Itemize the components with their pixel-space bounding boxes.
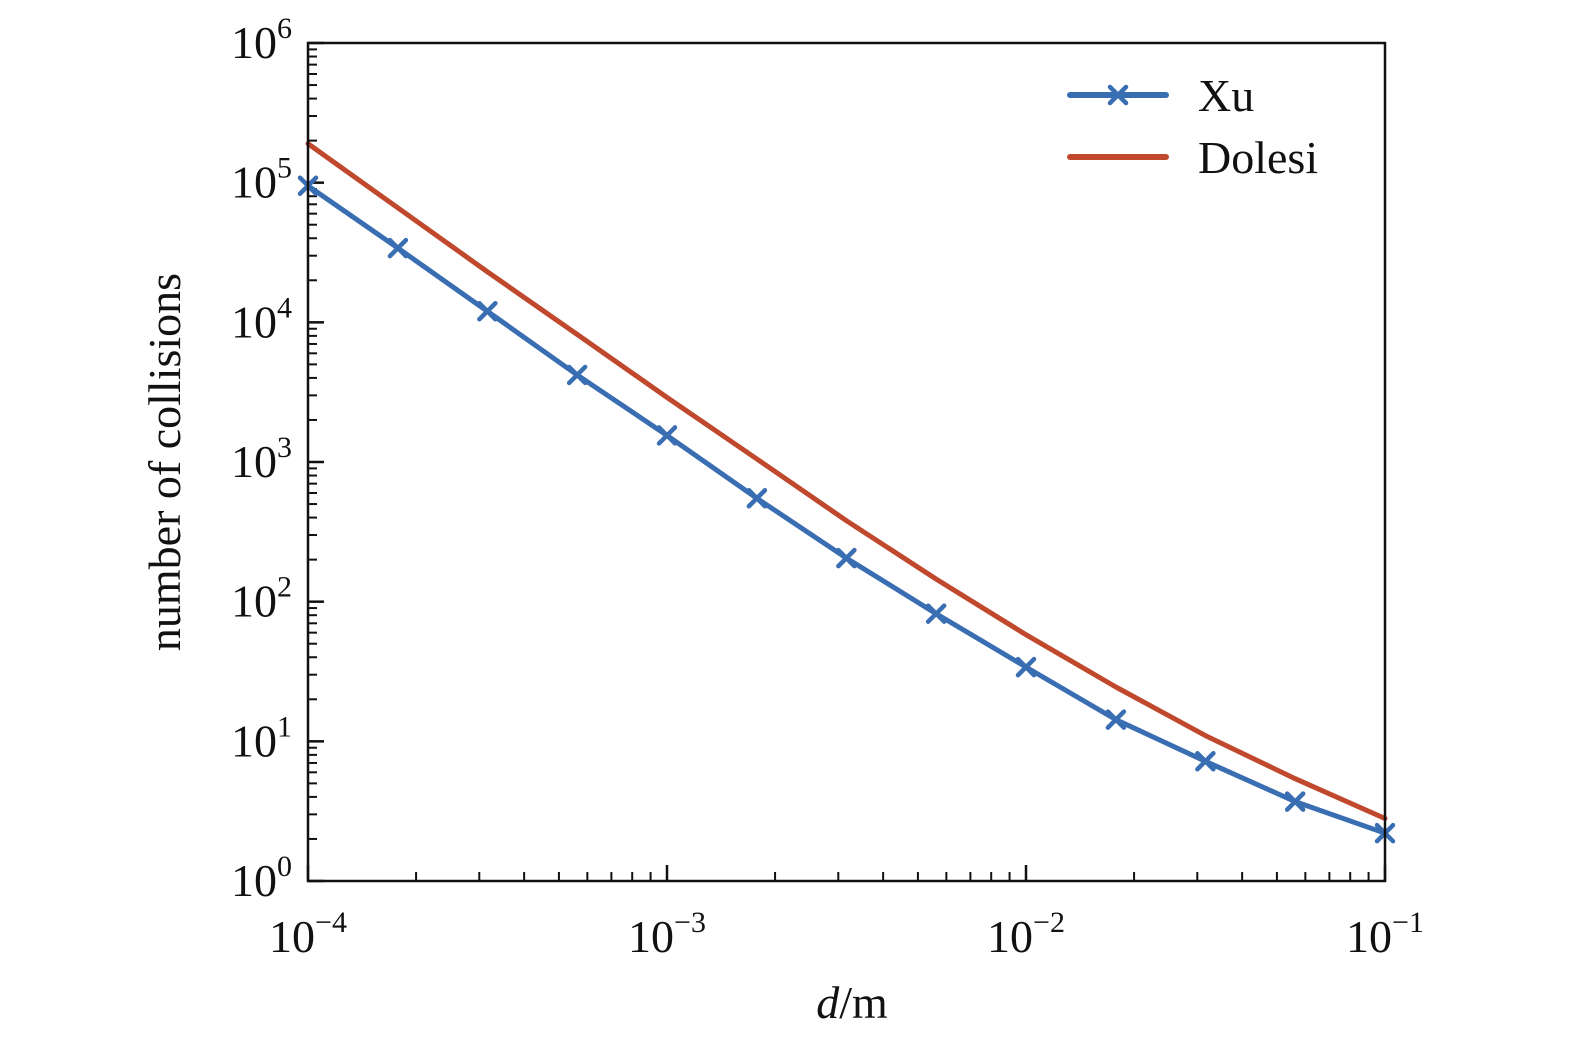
- data-point-xu: [925, 603, 947, 624]
- y-tick-base: 10: [231, 17, 277, 68]
- data-point-xu: [1015, 656, 1037, 678]
- x-tick-exponent: −1: [1392, 906, 1424, 939]
- y-tick-label: 105: [231, 152, 292, 208]
- legend-label-xu: Xu: [1198, 70, 1254, 121]
- y-tick-exponent: 1: [277, 710, 292, 743]
- data-point-xu: [1195, 751, 1216, 772]
- y-tick-label: 101: [231, 710, 292, 766]
- x-tick-base: 10: [1346, 911, 1392, 962]
- x-axis-title-unit: /m: [839, 977, 888, 1028]
- legend-marker-xu: [1107, 84, 1129, 106]
- x-tick-exponent: −4: [315, 906, 347, 939]
- x-tick-label: 10−1: [1346, 906, 1424, 962]
- y-tick-label: 100: [231, 850, 292, 906]
- y-tick-base: 10: [231, 576, 277, 627]
- x-axis-title-var: d: [816, 977, 840, 1028]
- y-tick-label: 103: [231, 431, 292, 487]
- data-point-xu: [477, 301, 498, 322]
- plot-lines: [297, 141, 1396, 844]
- x-tick-exponent: −2: [1033, 906, 1065, 939]
- series-line-xu: [305, 183, 1388, 836]
- y-tick-base: 10: [231, 157, 277, 208]
- plot-frame: [306, 41, 1387, 883]
- x-tick-label: 10−2: [987, 906, 1065, 962]
- y-tick-label: 104: [231, 291, 292, 347]
- series-line-dolesi: [305, 141, 1388, 821]
- y-tick-label: 102: [231, 571, 292, 627]
- y-tick-base: 10: [231, 296, 277, 347]
- y-tick-label: 106: [231, 12, 292, 68]
- data-point-xu: [1105, 709, 1127, 730]
- data-point-xu: [656, 425, 678, 446]
- data-point-xu: [746, 488, 768, 509]
- y-tick-exponent: 0: [277, 850, 292, 883]
- data-point-xu: [566, 364, 588, 386]
- x-tick-label: 10−3: [628, 906, 706, 962]
- legend-item-xu: Xu: [1067, 70, 1254, 121]
- x-tick-base: 10: [987, 911, 1033, 962]
- data-point-xu: [387, 237, 409, 259]
- x-tick-base: 10: [269, 911, 315, 962]
- y-axis-title: number of collisions: [139, 273, 190, 651]
- minor-ticks: [308, 48, 1370, 881]
- y-tick-exponent: 3: [277, 431, 292, 464]
- y-tick-exponent: 6: [277, 12, 292, 45]
- x-tick-exponent: −3: [674, 906, 706, 939]
- y-tick-exponent: 5: [277, 152, 292, 185]
- legend-item-dolesi: Dolesi: [1067, 132, 1318, 183]
- x-axis-title: d/m: [816, 977, 888, 1028]
- x-tick-label: 10−4: [269, 906, 347, 962]
- data-point-xu: [1284, 791, 1306, 812]
- y-tick-exponent: 4: [277, 291, 292, 324]
- y-tick-base: 10: [231, 436, 277, 487]
- x-tick-base: 10: [628, 911, 674, 962]
- y-tick-exponent: 2: [277, 571, 292, 604]
- y-tick-base: 10: [231, 715, 277, 766]
- legend: Xu Dolesi: [1067, 70, 1318, 183]
- data-point-xu: [836, 547, 857, 569]
- legend-label-dolesi: Dolesi: [1198, 132, 1318, 183]
- y-tick-base: 10: [231, 855, 277, 906]
